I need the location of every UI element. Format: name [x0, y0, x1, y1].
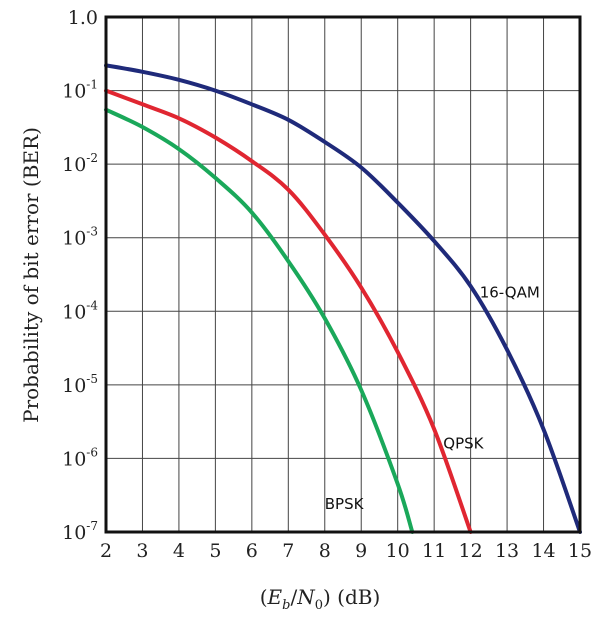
- y-tick-label: 10-4: [62, 298, 98, 323]
- x-tick-label: 5: [209, 540, 221, 562]
- x-tick-label: 4: [173, 540, 185, 562]
- series-label: BPSK: [325, 495, 365, 513]
- x-tick-label: 11: [422, 540, 446, 562]
- y-tick-labels: 1.0 10-1 10-2 10-3 10-4 10-5 10-6 10-7: [62, 7, 98, 544]
- x-axis-title: (Eb/N0) (dB): [260, 585, 381, 613]
- x-tick-label: 15: [568, 540, 592, 562]
- y-tick-label: 10-6: [62, 445, 98, 470]
- x-tick-label: 12: [459, 540, 483, 562]
- x-tick-label: 7: [282, 540, 294, 562]
- plot-frame: [104, 15, 582, 534]
- series-label: QPSK: [443, 434, 484, 452]
- y-axis-title: Probability of bit error (BER): [19, 127, 43, 423]
- y-tick-label: 10-5: [62, 372, 98, 397]
- x-tick-label: 8: [319, 540, 331, 562]
- y-tick-label: 10-1: [62, 78, 98, 103]
- x-tick-label: 3: [136, 540, 148, 562]
- x-tick-label: 2: [100, 540, 112, 562]
- y-tick-label: 10-7: [62, 519, 98, 544]
- x-tick-label: 13: [495, 540, 519, 562]
- series-labels: 16-QAM QPSK BPSK: [325, 284, 540, 514]
- x-tick-label: 14: [531, 540, 555, 562]
- x-tick-label: 6: [246, 540, 258, 562]
- series-line-qpsk: [104, 88, 473, 534]
- series-line-bpsk: [104, 107, 415, 534]
- y-tick-label: 1.0: [68, 7, 98, 29]
- series-line-16-qam: [104, 63, 582, 534]
- series-label: 16-QAM: [480, 284, 540, 302]
- y-tick-label: 10-3: [62, 225, 98, 250]
- x-tick-labels: 2 3 4 5 6 7 8 9 10 11 12 13 14 15: [100, 540, 592, 562]
- x-tick-label: 9: [355, 540, 367, 562]
- grid: [105, 16, 581, 533]
- y-tick-label: 10-2: [62, 151, 98, 176]
- x-tick-label: 10: [386, 540, 410, 562]
- curves: [104, 63, 582, 534]
